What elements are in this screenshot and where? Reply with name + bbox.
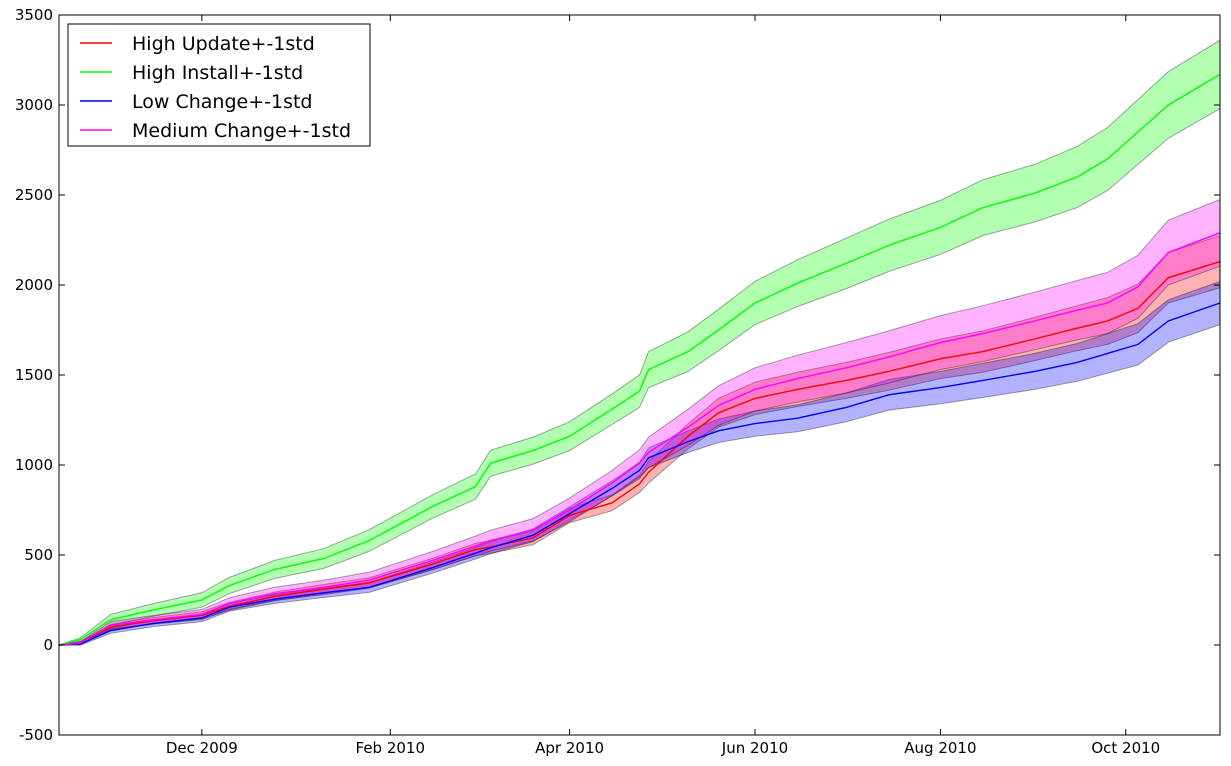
y-tick-label: 3000 xyxy=(15,96,53,114)
x-tick-label: Feb 2010 xyxy=(356,739,426,757)
x-axis: Dec 2009 Feb 2010 Apr 2010 Jun 2010 Aug 2010… xyxy=(166,15,1160,757)
y-tick-label: 2000 xyxy=(15,276,53,294)
high-install-1std-line xyxy=(58,73,1221,646)
y-tick-label: 2500 xyxy=(15,186,53,204)
medium-change-1std-line xyxy=(58,232,1221,646)
legend-entry: High Install+-1std xyxy=(132,62,303,84)
y-tick-label: 1000 xyxy=(15,456,53,474)
legend-entry: Low Change+-1std xyxy=(132,91,312,113)
legend-entry: High Update+-1std xyxy=(132,33,315,55)
x-tick-label: Jun 2010 xyxy=(721,739,788,757)
y-tick-label: -500 xyxy=(19,726,53,744)
high-update-1std-line xyxy=(58,260,1221,646)
y-tick-label: 1500 xyxy=(15,366,53,384)
x-tick-label: Aug 2010 xyxy=(904,739,976,757)
y-tick-label: 500 xyxy=(24,546,53,564)
x-tick-label: Dec 2009 xyxy=(166,739,238,757)
x-tick-label: Apr 2010 xyxy=(535,739,604,757)
y-axis: -500 0 500 1000 1500 2000 2500 3000 3500 xyxy=(15,6,1220,744)
y-tick-label: 3500 xyxy=(15,6,53,24)
legend: High Update+-1std High Install+-1std Low C… xyxy=(67,23,371,147)
y-tick-label: 0 xyxy=(43,636,53,654)
series-lines xyxy=(58,73,1221,646)
x-tick-label: Oct 2010 xyxy=(1091,739,1160,757)
legend-entry: Medium Change+-1std xyxy=(132,120,351,142)
low-change-1std-line xyxy=(58,302,1221,646)
legend-box xyxy=(67,23,371,147)
